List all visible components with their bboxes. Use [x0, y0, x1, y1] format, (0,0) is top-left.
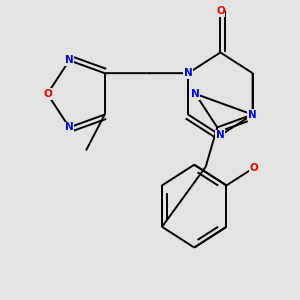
Text: N: N [184, 68, 193, 78]
Text: N: N [191, 89, 200, 99]
Text: N: N [216, 130, 225, 140]
Text: N: N [65, 122, 74, 132]
Text: O: O [216, 6, 225, 16]
Text: N: N [248, 110, 257, 120]
Text: O: O [249, 163, 258, 173]
Text: O: O [43, 89, 52, 99]
Text: N: N [65, 56, 74, 65]
